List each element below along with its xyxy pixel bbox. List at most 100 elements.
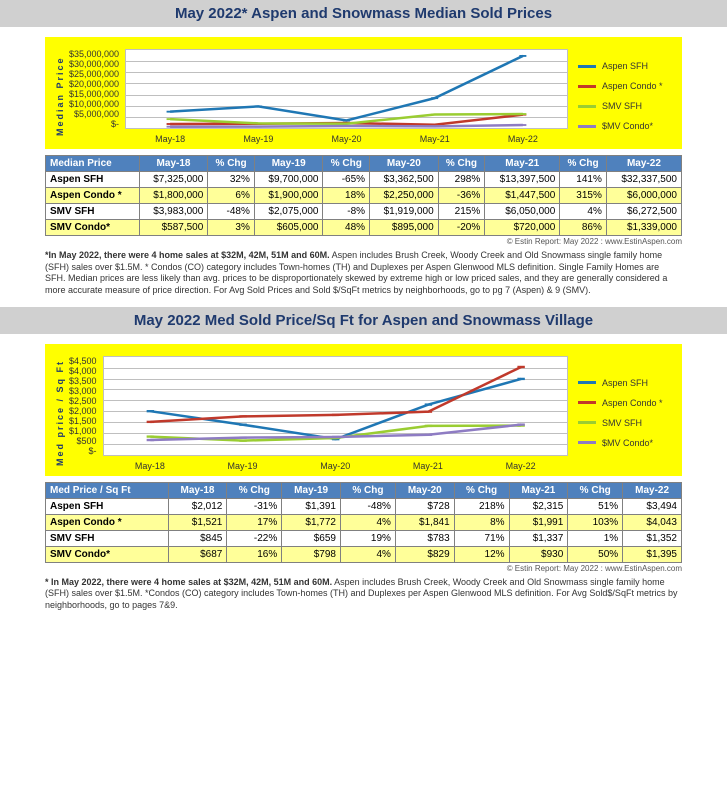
table-cell: $3,362,500: [370, 172, 439, 188]
table-cell: 141%: [560, 172, 607, 188]
table-cell: $13,397,500: [485, 172, 560, 188]
y-tick: $1,500: [69, 416, 97, 426]
table-cell: 4%: [341, 514, 396, 530]
footnote-1: *In May 2022, there were 4 home sales at…: [45, 250, 682, 297]
series-marker: [332, 436, 339, 438]
table-cell: $1,447,500: [485, 188, 560, 204]
table-cell: $687: [168, 546, 227, 562]
table-2: Med Price / Sq FtMay-18% ChgMay-19% ChgM…: [45, 482, 682, 563]
series-marker: [167, 118, 174, 120]
table-cell: -36%: [438, 188, 485, 204]
section-1-title: May 2022* Aspen and Snowmass Median Sold…: [0, 0, 727, 27]
series-marker: [255, 105, 262, 107]
x-tick: May-18: [135, 461, 165, 471]
legend-item-smv_sfh: SMV SFH: [578, 418, 668, 428]
table-cell: $1,900,000: [254, 188, 323, 204]
table-cell: $720,000: [485, 220, 560, 236]
table-cell: $829: [395, 546, 454, 562]
table-cell: 4%: [341, 546, 396, 562]
chart-2-y-label: Med price / Sq Ft: [53, 352, 67, 474]
series-marker: [424, 410, 431, 412]
table-cell: $6,050,000: [485, 204, 560, 220]
series-marker: [239, 436, 246, 438]
section-2-title: May 2022 Med Sold Price/Sq Ft for Aspen …: [0, 307, 727, 334]
series-marker: [517, 423, 524, 425]
table-cell: 71%: [454, 530, 509, 546]
table-cell: $2,315: [509, 498, 568, 514]
table-cell: $1,391: [282, 498, 341, 514]
table-header-cell: % Chg: [560, 156, 607, 172]
series-marker: [332, 413, 339, 415]
series-line-aspen_condo: [150, 367, 521, 422]
table-cell: $1,800,000: [139, 188, 208, 204]
table-cell: 17%: [227, 514, 282, 530]
legend-swatch: [578, 421, 596, 424]
table-cell: 50%: [568, 546, 623, 562]
chart-2-y-ticks: $4,500$4,000$3,500$3,000$2,500$2,000$1,5…: [67, 352, 99, 474]
legend-label: SMV SFH: [602, 101, 642, 111]
table-header-cell: % Chg: [227, 482, 282, 498]
table-cell: SMV SFH: [46, 204, 140, 220]
y-tick: $-: [69, 119, 119, 129]
table-cell: $9,700,000: [254, 172, 323, 188]
legend-swatch: [578, 381, 596, 384]
attribution-2: © Estin Report: May 2022 : www.EstinAspe…: [15, 564, 682, 573]
series-marker: [167, 126, 174, 128]
table-row: Aspen SFH$2,012-31%$1,391-48%$728218%$2,…: [46, 498, 682, 514]
series-marker: [255, 126, 262, 128]
y-tick: $1,000: [69, 426, 97, 436]
table-header-cell: May-20: [395, 482, 454, 498]
table-cell: SMV Condo*: [46, 220, 140, 236]
chart-1-y-ticks: $35,000,000$30,000,000$25,000,000$20,000…: [67, 45, 121, 147]
y-tick: $20,000,000: [69, 79, 119, 89]
table-cell: 18%: [323, 188, 370, 204]
table-header-row: Median PriceMay-18% ChgMay-19% ChgMay-20…: [46, 156, 682, 172]
chart-2-x-ticks: May-18May-19May-20May-21May-22: [104, 461, 567, 471]
series-marker: [424, 433, 431, 435]
series-marker: [519, 113, 526, 115]
footnote-2: * In May 2022, there were 4 home sales a…: [45, 577, 682, 612]
table-row: SMV Condo*$587,5003%$605,00048%$895,000-…: [46, 220, 682, 236]
legend-label: $MV Condo*: [602, 121, 653, 131]
table-cell: SMV SFH: [46, 530, 169, 546]
table-header-cell: % Chg: [568, 482, 623, 498]
table-cell: $895,000: [370, 220, 439, 236]
section-1: Median Price $35,000,000$30,000,000$25,0…: [0, 37, 727, 297]
legend-label: Aspen SFH: [602, 61, 648, 71]
table-cell: 103%: [568, 514, 623, 530]
table-cell: -48%: [341, 498, 396, 514]
table-cell: 218%: [454, 498, 509, 514]
table-cell: -22%: [227, 530, 282, 546]
table-cell: Aspen Condo *: [46, 188, 140, 204]
table-header-cell: May-18: [139, 156, 208, 172]
table-header-cell: Med Price / Sq Ft: [46, 482, 169, 498]
legend-swatch: [578, 105, 596, 108]
series-marker: [239, 415, 246, 417]
table-cell: $930: [509, 546, 568, 562]
table-cell: 48%: [323, 220, 370, 236]
table-row: Aspen SFH$7,325,00032%$9,700,000-65%$3,3…: [46, 172, 682, 188]
chart-1-x-ticks: May-18May-19May-20May-21May-22: [126, 134, 567, 144]
y-tick: $4,500: [69, 356, 97, 366]
series-marker: [431, 114, 438, 116]
table-cell: $1,339,000: [606, 220, 681, 236]
y-tick: $10,000,000: [69, 99, 119, 109]
table-header-cell: Median Price: [46, 156, 140, 172]
table-cell: $3,983,000: [139, 204, 208, 220]
table-cell: Aspen Condo *: [46, 514, 169, 530]
table-cell: $32,337,500: [606, 172, 681, 188]
table-header-cell: % Chg: [454, 482, 509, 498]
table-cell: -20%: [438, 220, 485, 236]
table-cell: $798: [282, 546, 341, 562]
series-marker: [239, 423, 246, 425]
legend-label: SMV SFH: [602, 418, 642, 428]
x-tick: May-20: [332, 134, 362, 144]
table-header-cell: May-22: [606, 156, 681, 172]
table-header-cell: May-20: [370, 156, 439, 172]
x-tick: May-21: [420, 134, 450, 144]
table-cell: 86%: [560, 220, 607, 236]
legend-label: $MV Condo*: [602, 438, 653, 448]
table-cell: $7,325,000: [139, 172, 208, 188]
table-header-cell: % Chg: [323, 156, 370, 172]
x-tick: May-22: [506, 461, 536, 471]
